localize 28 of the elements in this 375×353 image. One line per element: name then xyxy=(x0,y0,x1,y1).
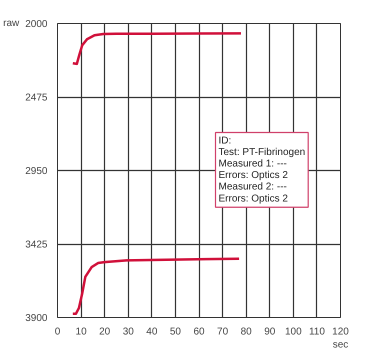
y-tick-label: 2950 xyxy=(25,166,48,177)
y-tick-label: 2475 xyxy=(25,92,48,104)
x-tick-label: 30 xyxy=(122,326,134,338)
y-tick-label: 2000 xyxy=(25,19,48,30)
annotation: Errors: Optics 2 xyxy=(218,170,288,182)
x-tick-label: 40 xyxy=(146,326,158,338)
x-tick-label: 60 xyxy=(193,326,205,338)
x-tick-label: 110 xyxy=(308,326,326,338)
x-tick-label: 0 xyxy=(54,326,61,338)
x-tick-label: 120 xyxy=(332,326,350,338)
x-tick-label: 90 xyxy=(264,326,276,338)
x-tick-label: 50 xyxy=(170,326,182,338)
x-tick-label: 10 xyxy=(76,326,88,338)
y-tick-label: 3425 xyxy=(25,240,48,250)
line-series xyxy=(72,257,240,316)
annotation: Errors: Optics 2 xyxy=(218,193,288,204)
x-tick-label: 20 xyxy=(99,326,111,338)
annotation: Measured 2: --- xyxy=(218,182,287,193)
x-tick-label: 80 xyxy=(240,326,252,338)
x-axis-title: sec xyxy=(332,340,348,350)
annotation: Measured 1: --- xyxy=(218,158,287,170)
y-axis-title: raw xyxy=(3,18,20,29)
y-tick-label: 3900 xyxy=(25,313,48,324)
annotation: Test: PT-Fibrinogen xyxy=(218,147,306,158)
x-tick-label: 100 xyxy=(284,326,302,338)
line-series xyxy=(72,32,242,66)
annotation: ID: xyxy=(218,136,232,146)
x-tick-label: 70 xyxy=(217,326,229,338)
